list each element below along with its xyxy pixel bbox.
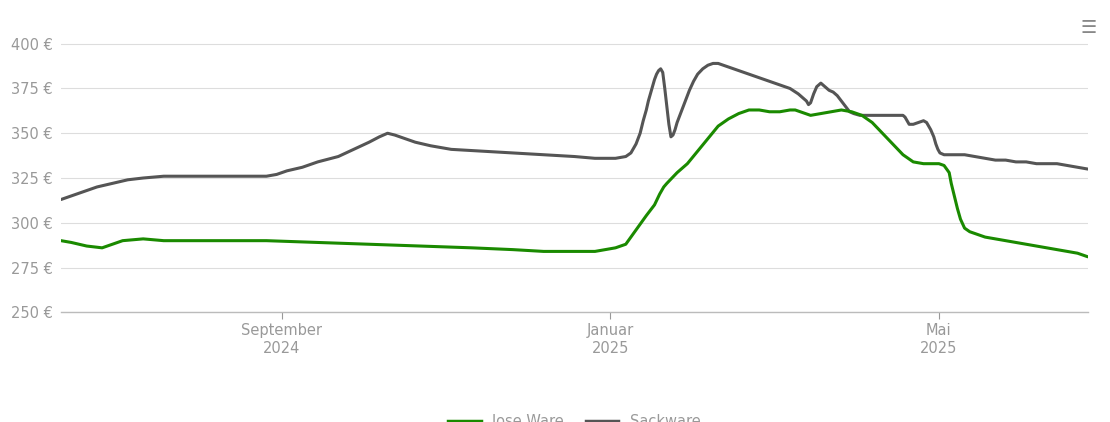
Text: ☰: ☰ [1080,19,1097,37]
Legend: lose Ware, Sackware: lose Ware, Sackware [448,414,700,422]
